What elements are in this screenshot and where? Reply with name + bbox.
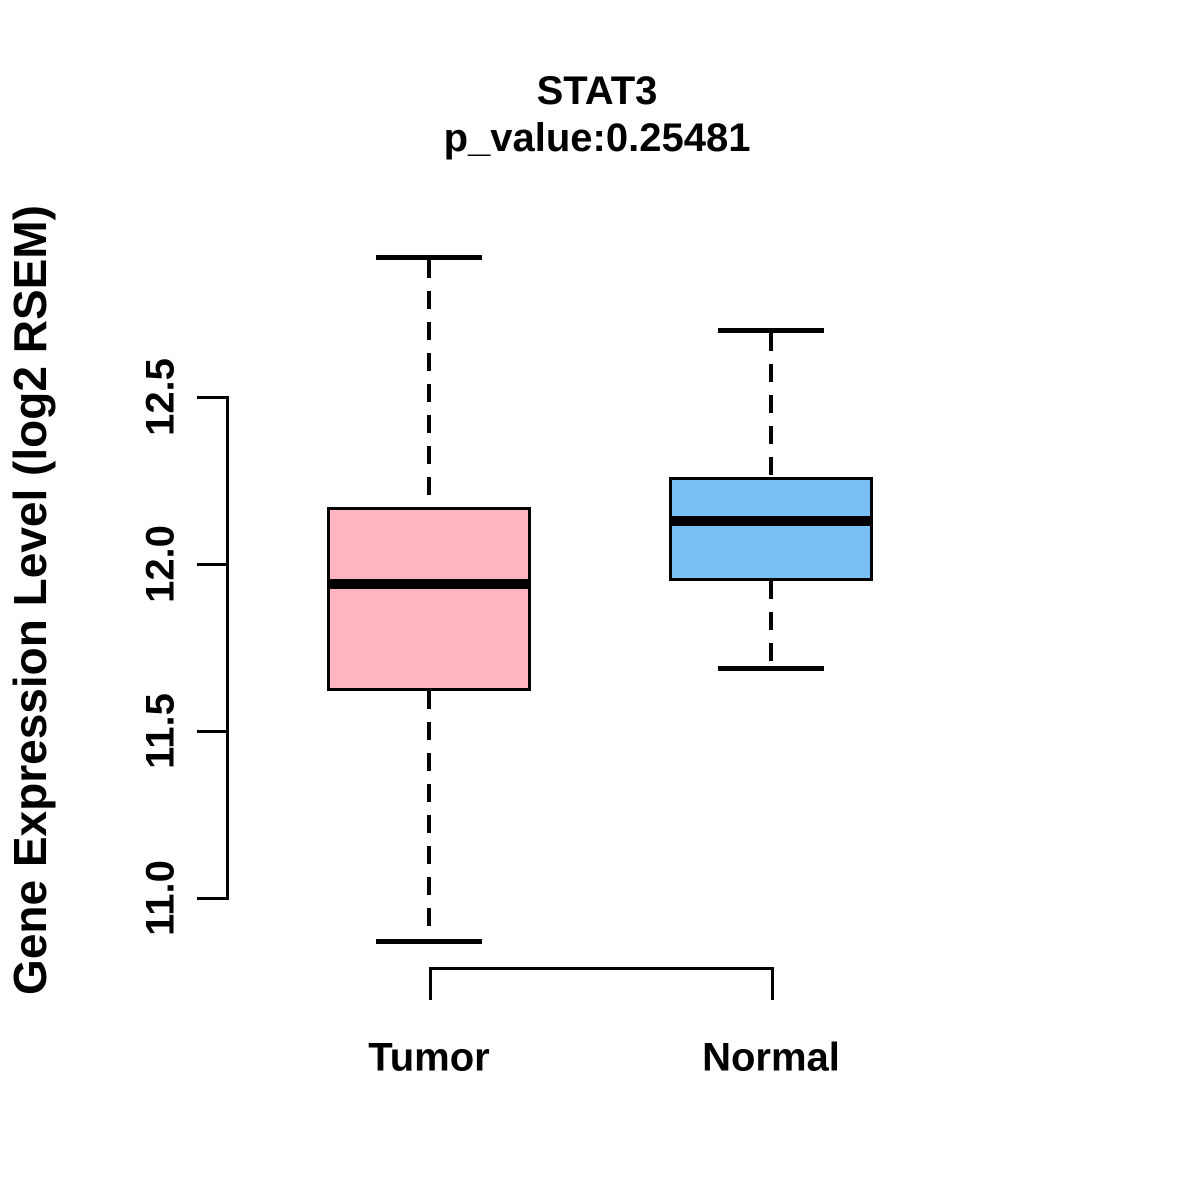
normal-lower-whisker-cap — [718, 665, 824, 671]
tumor-lower-whisker-cap — [376, 939, 482, 945]
y-tick-label: 12.0 — [138, 525, 183, 603]
y-tick-label: 11.0 — [138, 860, 183, 936]
y-axis-tick — [197, 730, 226, 733]
chart-subtitle: p_value:0.25481 — [443, 116, 751, 161]
y-axis-tick — [197, 563, 226, 566]
x-axis-tick-tumor — [429, 967, 432, 1000]
x-axis-line — [429, 967, 774, 970]
tumor-upper-whisker — [427, 259, 431, 508]
normal-upper-whisker-cap — [718, 328, 824, 334]
normal-median-line — [669, 515, 873, 526]
y-tick-label: 12.5 — [138, 358, 183, 436]
tumor-lower-whisker — [427, 690, 431, 940]
normal-upper-whisker — [769, 333, 773, 478]
y-tick-label: 11.5 — [138, 693, 183, 769]
y-axis-line — [226, 396, 229, 900]
tumor-median-line — [327, 579, 531, 590]
chart-title: STAT3 — [536, 69, 658, 113]
tumor-upper-whisker-cap — [376, 254, 482, 260]
chart-title-block: STAT3 p_value:0.25481 — [0, 68, 1194, 162]
y-axis-tick — [197, 897, 226, 900]
x-axis-tick-normal — [771, 967, 774, 1000]
normal-lower-whisker — [769, 580, 773, 666]
tumor-box — [327, 507, 531, 691]
x-axis-label-tumor: Tumor — [368, 1035, 490, 1080]
normal-box — [669, 477, 873, 581]
y-axis-tick — [197, 396, 226, 399]
x-axis-label-normal: Normal — [702, 1035, 840, 1080]
